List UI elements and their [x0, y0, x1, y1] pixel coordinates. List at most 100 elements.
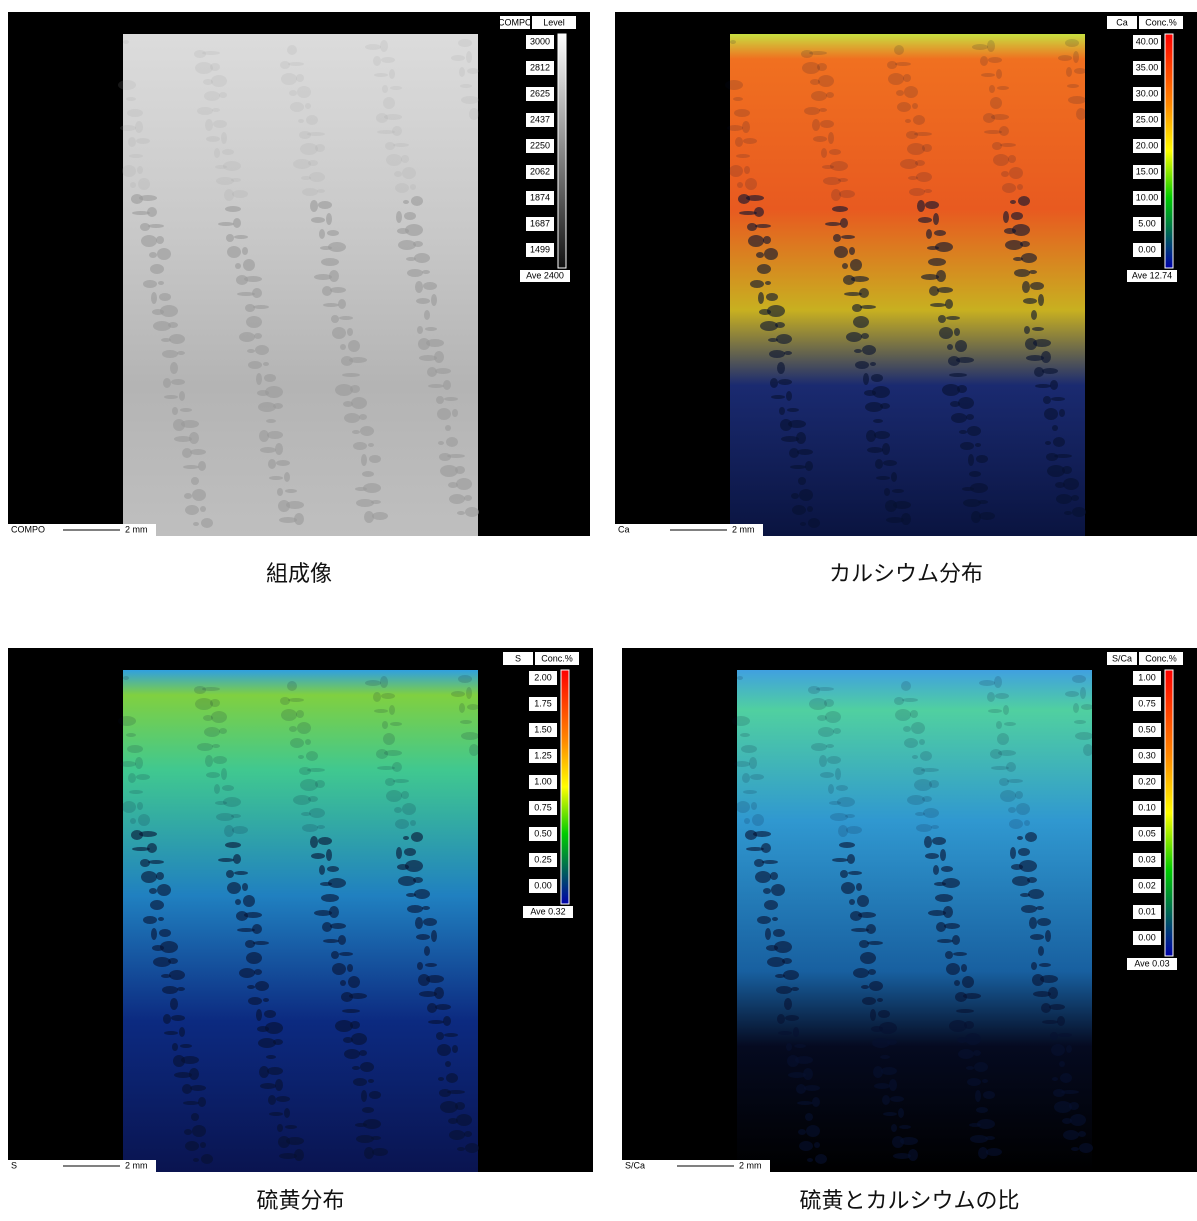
scale-label: 0.00: [1138, 932, 1156, 942]
grain: [383, 97, 395, 109]
grain: [246, 952, 262, 964]
grain: [946, 963, 960, 975]
grain: [299, 131, 311, 139]
grain: [1028, 889, 1044, 899]
grain: [394, 807, 402, 813]
grain: [427, 1003, 437, 1013]
grain: [1032, 327, 1044, 331]
grain: [904, 86, 918, 98]
grain: [226, 234, 234, 242]
grain: [910, 710, 918, 718]
grain: [727, 125, 743, 131]
grain: [259, 430, 269, 442]
grain: [730, 40, 736, 44]
grain: [311, 853, 325, 859]
grain: [1031, 310, 1037, 320]
grain: [852, 304, 862, 312]
colorbar: [1165, 670, 1173, 956]
grain: [786, 1043, 792, 1051]
grain: [1030, 282, 1044, 290]
grain: [891, 472, 897, 482]
grain: [129, 154, 143, 158]
grain: [383, 733, 395, 745]
grain: [836, 785, 848, 791]
grain: [820, 772, 834, 778]
grain: [915, 812, 925, 816]
grain: [990, 749, 1002, 759]
grain: [913, 115, 925, 125]
grain: [457, 1147, 465, 1151]
grain: [1056, 494, 1072, 504]
grain: [239, 332, 255, 342]
grain: [302, 188, 318, 196]
grain: [414, 253, 430, 263]
grain: [780, 419, 792, 431]
grain: [804, 107, 820, 115]
grain: [934, 882, 946, 886]
grain: [427, 367, 437, 377]
grain: [948, 356, 960, 366]
grain: [234, 235, 248, 239]
grain: [211, 711, 227, 723]
grain: [310, 836, 318, 848]
average-label: Ave 2400: [526, 270, 564, 280]
grain: [290, 738, 304, 748]
grain: [1066, 67, 1072, 77]
grain: [289, 90, 297, 96]
map-svg: COMPOLevel300028122625243722502062187416…: [8, 12, 590, 536]
grain: [949, 373, 967, 377]
grain: [760, 321, 778, 331]
grain: [1038, 294, 1044, 306]
grain: [153, 321, 171, 331]
grain: [456, 1114, 472, 1126]
grain: [318, 837, 332, 845]
grain: [887, 61, 897, 69]
scalebar-label: 2 mm: [732, 524, 755, 534]
grain: [285, 489, 297, 493]
grain: [1003, 705, 1009, 715]
unit-label: Conc.%: [1145, 653, 1177, 663]
grain: [897, 102, 911, 112]
grain: [285, 1125, 297, 1129]
scale-label: 1.50: [534, 724, 552, 734]
element-label: S/Ca: [1112, 653, 1132, 663]
grain: [928, 910, 946, 916]
grain: [1002, 183, 1016, 193]
grain: [875, 459, 883, 469]
grain: [156, 236, 164, 244]
grain: [440, 465, 458, 477]
grain: [247, 349, 255, 353]
grain: [403, 200, 409, 204]
grain: [862, 345, 876, 355]
grain: [981, 73, 995, 77]
grain: [213, 120, 227, 128]
grain: [258, 402, 276, 412]
grain: [744, 166, 750, 174]
grain: [867, 941, 883, 945]
grain: [895, 709, 911, 721]
grain: [330, 287, 346, 293]
grain: [469, 744, 479, 756]
grain: [770, 378, 778, 388]
grain: [786, 391, 792, 401]
grain: [266, 419, 276, 423]
grain: [151, 928, 157, 940]
grain: [830, 813, 848, 821]
grain: [810, 79, 820, 85]
grain: [257, 390, 269, 396]
grain: [750, 774, 764, 780]
scale-label: 1.25: [534, 750, 552, 760]
map-svg: SConc.%2.001.751.501.251.000.750.500.250…: [8, 648, 593, 1172]
grain: [755, 224, 771, 228]
grain: [759, 309, 771, 315]
grain: [327, 866, 339, 872]
grain: [736, 154, 750, 158]
grain: [467, 68, 479, 74]
grain: [438, 441, 444, 445]
grain: [122, 801, 136, 813]
grain: [449, 494, 465, 504]
grain: [962, 487, 974, 491]
grain: [373, 56, 381, 66]
grain: [185, 505, 199, 515]
